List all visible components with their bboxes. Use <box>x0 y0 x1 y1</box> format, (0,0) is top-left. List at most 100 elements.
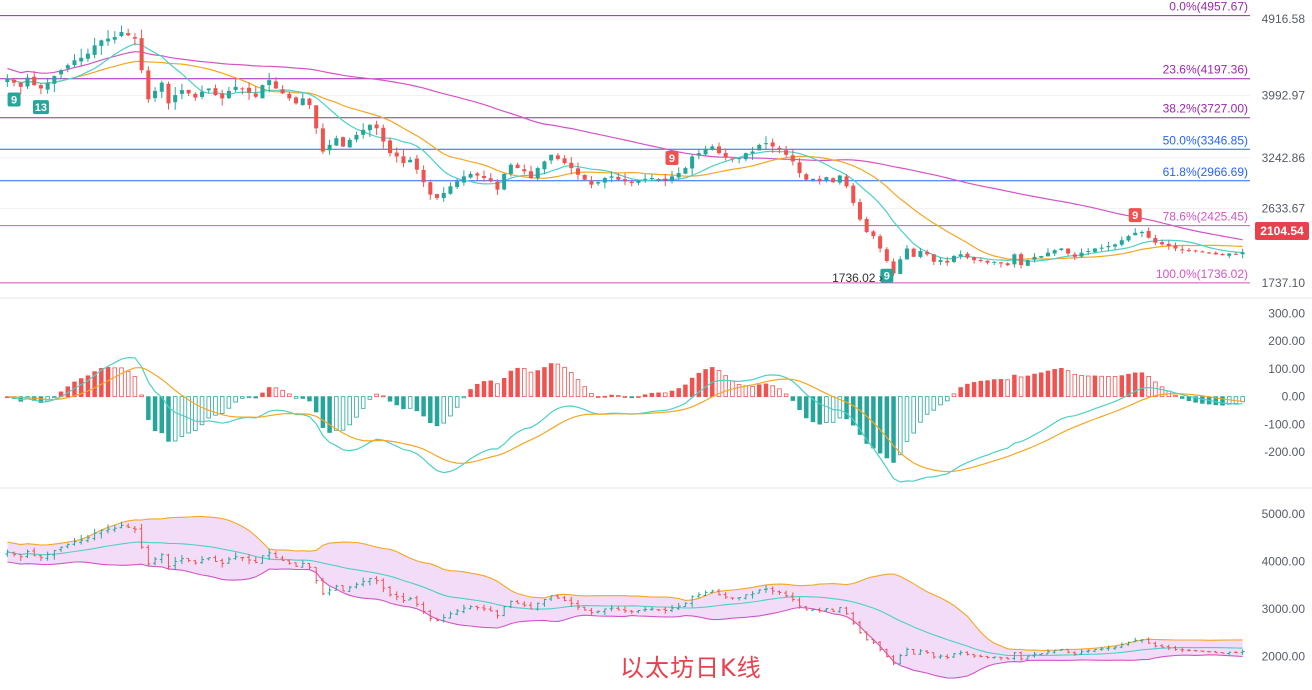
low-marker-label: 1736.02 › <box>832 271 883 285</box>
candle-body <box>871 231 876 237</box>
macd-histogram-bar <box>266 387 272 398</box>
boll-axis-tick: 4000.00 <box>1262 555 1306 569</box>
macd-histogram-bar <box>475 383 480 398</box>
candle-body <box>1153 238 1158 243</box>
macd-histogram-bar <box>542 367 547 398</box>
macd-histogram-bar <box>52 396 57 399</box>
macd-histogram-bar <box>307 396 312 402</box>
macd-histogram-bar <box>770 385 775 398</box>
macd-histogram-bar <box>85 375 91 398</box>
macd-histogram-bar <box>978 380 984 398</box>
macd-histogram-bar <box>958 387 963 398</box>
current-price-tag: 2104.54 <box>1255 222 1309 240</box>
macd-axis-tick: -200.00 <box>1264 445 1305 459</box>
macd-histogram-bar <box>723 375 728 398</box>
candle-body <box>1220 254 1225 256</box>
candle-body <box>173 95 178 103</box>
fib-label: 0.0%(4957.67) <box>1169 0 1248 14</box>
candle-body <box>1039 255 1044 258</box>
macd-histogram-bar <box>112 367 118 398</box>
price-panel: 0.0%(4957.67) 23.6%(4197.36) 38.2%(3727.00… <box>0 0 1312 299</box>
macd-histogram-bar <box>226 396 232 409</box>
candle-body <box>1119 240 1124 245</box>
macd-histogram-bar <box>824 396 829 423</box>
macd-dif-line <box>7 356 1243 483</box>
td-marker-badge <box>1128 208 1142 223</box>
candle-body <box>562 158 567 164</box>
candle-body <box>441 192 446 199</box>
macd-histogram-bar <box>300 396 305 399</box>
candle-body <box>327 144 332 151</box>
macd-histogram-bar <box>1065 370 1071 398</box>
candle-body <box>300 98 305 106</box>
candle-body <box>1180 249 1185 251</box>
candle-body <box>213 88 218 96</box>
candle-body <box>985 260 990 263</box>
candle-body <box>45 82 50 90</box>
macd-histogram-bar <box>971 382 977 398</box>
fib-label: 61.8%(2966.69) <box>1163 165 1248 179</box>
candle-body <box>1032 256 1037 260</box>
candle-body <box>367 124 372 131</box>
candle-body <box>663 178 668 181</box>
macd-histogram-bar <box>434 396 440 427</box>
ma-short-line <box>7 43 1243 262</box>
macd-histogram-bar <box>1153 381 1158 398</box>
candle-body <box>1146 231 1151 238</box>
bollinger-mid-line <box>7 541 1243 657</box>
macd-histogram-bar <box>481 381 487 398</box>
candle-body <box>381 127 386 142</box>
ma-mid-line <box>7 60 1243 261</box>
macd-histogram-bar <box>622 395 628 398</box>
candle-body <box>1173 245 1178 249</box>
candle-body <box>1092 248 1097 252</box>
candle-body <box>193 93 198 98</box>
candle-body <box>1133 232 1138 236</box>
macd-histogram-bar <box>569 372 574 398</box>
macd-histogram-bar <box>454 396 460 408</box>
macd-axis-tick: 200.00 <box>1268 334 1305 348</box>
macd-histogram-bar <box>898 396 903 456</box>
candle-body <box>153 90 158 99</box>
fib-label: 38.2%(3727.00) <box>1163 102 1248 116</box>
macd-histogram-bar <box>663 392 668 398</box>
candle-body <box>166 83 171 104</box>
candle-body <box>267 80 272 86</box>
macd-histogram-bar <box>817 396 822 425</box>
macd-histogram-bar <box>166 396 171 442</box>
candle-body <box>837 175 842 183</box>
candle-body <box>1160 242 1165 245</box>
candle-body <box>307 98 312 106</box>
candle-body <box>59 70 64 75</box>
macd-axis-tick: -100.00 <box>1264 417 1305 431</box>
macd-histogram-bar <box>945 396 950 402</box>
candle-body <box>945 260 950 263</box>
candle-body <box>226 90 231 99</box>
macd-histogram-bar <box>219 396 225 415</box>
macd-histogram-bar <box>313 396 319 413</box>
candle-body <box>549 154 554 161</box>
candle-body <box>958 254 963 257</box>
candle-body <box>676 173 681 178</box>
macd-histogram-bar <box>152 396 158 432</box>
td-marker-label: 13 <box>35 102 47 114</box>
macd-histogram-bar <box>991 379 997 398</box>
candle-body <box>1139 231 1144 234</box>
candle-body <box>629 181 634 184</box>
candle-body <box>1207 252 1212 254</box>
candle-body <box>596 182 601 184</box>
candle-body <box>1227 253 1232 256</box>
macd-histogram-bar <box>911 396 916 434</box>
candle-body <box>119 32 124 37</box>
macd-histogram-bar <box>931 396 937 411</box>
candle-body <box>515 164 520 169</box>
candle-body <box>656 179 661 181</box>
macd-histogram-bar <box>1186 396 1192 402</box>
macd-histogram-bar <box>233 396 238 403</box>
macd-histogram-bar <box>851 396 856 426</box>
boll-axis-tick: 3000.00 <box>1262 602 1306 616</box>
candle-body <box>750 151 755 154</box>
macd-histogram-bar <box>1126 373 1131 398</box>
macd-histogram-bar <box>246 396 252 399</box>
